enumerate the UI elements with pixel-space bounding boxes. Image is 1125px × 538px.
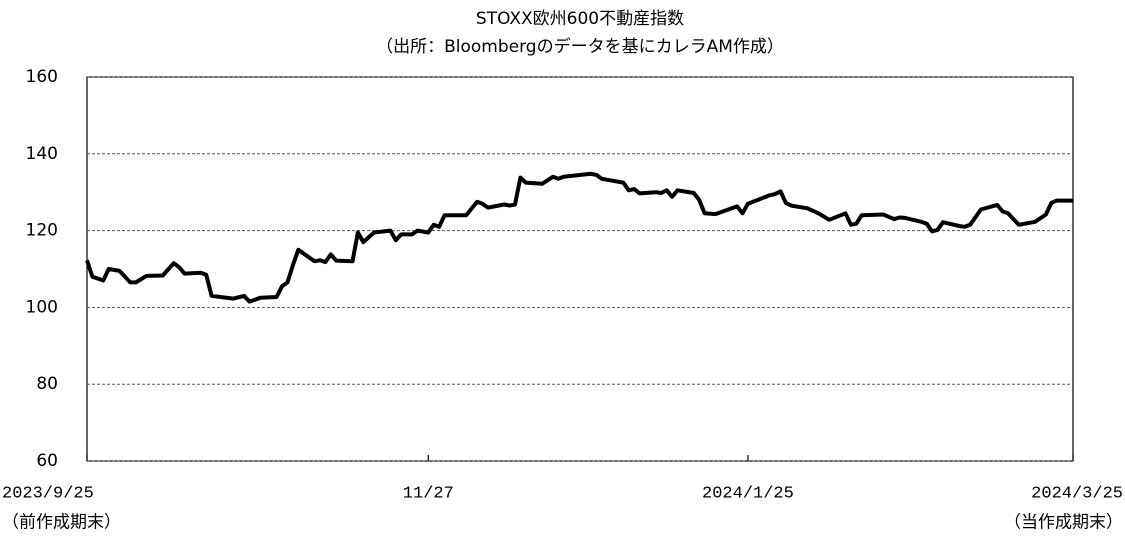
x-tick-label: 2024/3/25 [1031,484,1123,503]
y-tick-label: 160 [26,67,58,87]
annotation: （当作成期末） [1004,512,1123,533]
chart-subtitle: （出所：Bloombergのデータを基にカレラAM作成） [376,36,784,57]
data-line [85,171,1073,304]
y-tick-label: 140 [26,144,58,164]
y-tick-label: 80 [36,374,58,394]
y-tick-label: 120 [26,221,58,241]
annotation: （前作成期末） [2,512,121,533]
y-tick-label: 100 [26,297,58,317]
x-tick-label: 11/27 [403,484,454,503]
plot-frame [86,76,1074,462]
chart-title: STOXX欧州600不動産指数 [476,9,684,29]
x-tick-label: 2024/1/25 [702,484,794,503]
x-tick-label: 2023/9/25 [2,484,94,503]
y-tick-label: 60 [36,451,58,471]
